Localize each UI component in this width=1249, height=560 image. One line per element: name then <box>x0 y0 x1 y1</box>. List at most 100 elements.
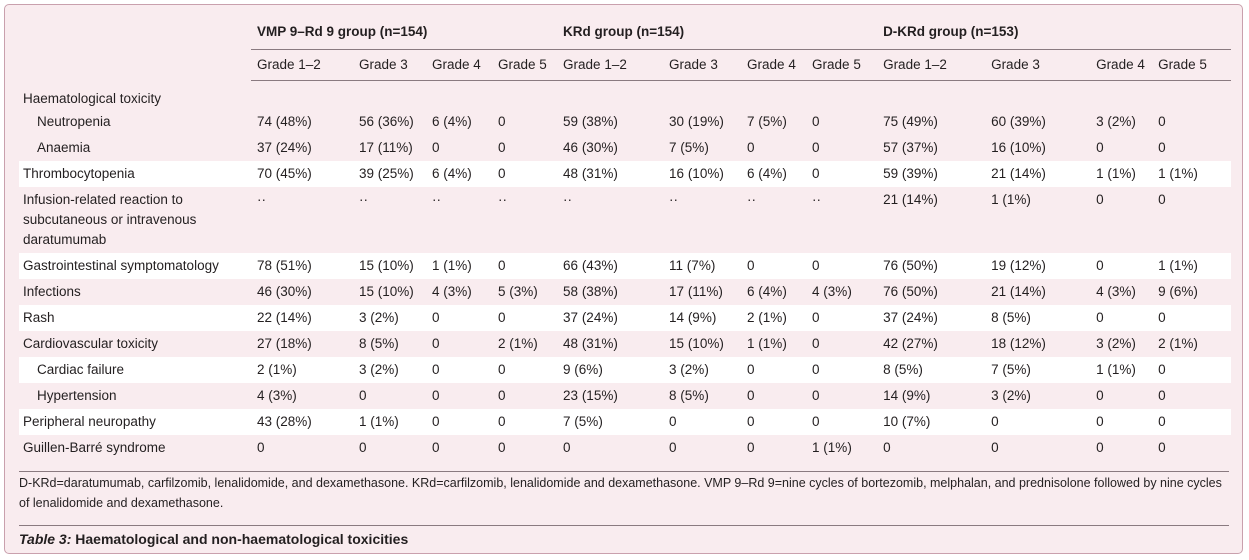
table-cell: 1 (1%) <box>812 440 852 455</box>
grade-header: Grade 4 <box>741 49 807 81</box>
grade-header: Grade 5 <box>492 49 558 81</box>
table-cell: 1 (1%) <box>991 192 1031 207</box>
table-cell: 0 <box>812 388 820 403</box>
table-cell: 0 <box>1090 305 1153 331</box>
table-cell: 0 <box>257 440 265 455</box>
table-cell: 0 <box>432 388 440 403</box>
table-cell: 3 (2%) <box>1096 114 1136 129</box>
grade-header: Grade 1–2 <box>877 49 986 81</box>
table-cell: 78 (51%) <box>251 253 353 279</box>
table-row: Neutropenia 74 (48%) 56 (36%) 6 (4%) 0 59 (38… <box>19 109 1231 135</box>
table-cell: 46 (30%) <box>257 284 312 299</box>
table-cell: ·· <box>563 192 573 207</box>
row-label: Infusion-related reaction to subcutaneou… <box>23 192 197 247</box>
table-cell: 0 <box>806 357 878 383</box>
table-cell: 43 (28%) <box>251 409 353 435</box>
table-cell: 0 <box>1158 114 1166 129</box>
table-cell: 0 <box>492 161 558 187</box>
table-cell: 59 (39%) <box>877 161 986 187</box>
row-label: Cardiovascular toxicity <box>23 336 159 351</box>
table-cell: 0 <box>1158 140 1166 155</box>
table-cell: 17 (11%) <box>359 140 413 155</box>
table-cell: 0 <box>1096 388 1104 403</box>
row-label: Peripheral neuropathy <box>19 409 251 435</box>
table-cell: ·· <box>812 192 822 207</box>
table-cell: 0 <box>669 440 677 455</box>
table-cell: 14 (9%) <box>883 388 931 403</box>
table-cell: 0 <box>1090 409 1153 435</box>
table-cell: 2 (1%) <box>1158 336 1198 351</box>
table-row: Anaemia 37 (24%) 17 (11%) 0 0 46 (30%) 7 (5%) 0… <box>19 135 1231 161</box>
table-cell: 23 (15%) <box>563 388 618 403</box>
table-cell: 57 (37%) <box>883 140 938 155</box>
table-row: Cardiovascular toxicity 27 (18%) 8 (5%) 0 2 … <box>19 331 1231 357</box>
header-empty-cell <box>19 50 251 81</box>
table-cell: 16 (10%) <box>991 140 1046 155</box>
table-cell: 0 <box>492 305 558 331</box>
table-cell: 0 <box>883 440 891 455</box>
table-cell: 1 (1%) <box>353 409 426 435</box>
group-header: KRd group (n=154) <box>557 15 878 50</box>
table-cell: 76 (50%) <box>877 253 986 279</box>
table-cell: 56 (36%) <box>359 114 414 129</box>
table-cell: 1 (1%) <box>1090 357 1153 383</box>
table-cell: ·· <box>747 192 757 207</box>
table-cell: 0 <box>812 336 820 351</box>
table-row: Hypertension 4 (3%) 0 0 0 23 (15%) 8 (5%) 0 0 14 … <box>19 383 1231 409</box>
table-cell: ·· <box>498 192 507 207</box>
table-caption: Table 3: Haematological and non-haematol… <box>19 525 1229 547</box>
table-cell: 0 <box>747 388 755 403</box>
table-cell: 0 <box>1158 192 1166 207</box>
table-cell: 3 (2%) <box>663 357 742 383</box>
table-cell: 0 <box>498 440 506 455</box>
table-cell: 76 (50%) <box>883 284 938 299</box>
table-cell: 1 (1%) <box>1090 161 1153 187</box>
grade-header: Grade 4 <box>426 49 492 81</box>
table-cell: 14 (9%) <box>663 305 742 331</box>
table-cell: 0 <box>1152 409 1232 435</box>
table-cell: 0 <box>812 140 820 155</box>
table-cell: 6 (4%) <box>747 284 787 299</box>
table-cell: 22 (14%) <box>251 305 353 331</box>
table-cell: 59 (38%) <box>563 114 618 129</box>
table-cell: 0 <box>1096 192 1104 207</box>
table-cell: 7 (5%) <box>557 409 664 435</box>
table-cell: 0 <box>426 357 492 383</box>
table-cell: 17 (11%) <box>669 284 723 299</box>
table-cell: 2 (1%) <box>498 336 538 351</box>
table-cell: ·· <box>432 192 441 207</box>
table-cell: 19 (12%) <box>985 253 1091 279</box>
table-cell: 10 (7%) <box>877 409 986 435</box>
row-label: Rash <box>19 305 251 331</box>
row-label: Thrombocytopenia <box>19 161 251 187</box>
table-cell: 0 <box>806 305 878 331</box>
table-cell: 39 (25%) <box>353 161 426 187</box>
table-row: Rash 22 (14%) 3 (2%) 0 0 37 (24%) 14 (9%) 2 (1%… <box>19 305 1232 331</box>
grade-header: Grade 5 <box>806 49 878 81</box>
table-cell: 0 <box>426 409 492 435</box>
grade-header-row: Grade 1–2 Grade 3 Grade 4 Grade 5 Grade … <box>19 49 1232 81</box>
table-cell: 0 <box>432 140 440 155</box>
table-cell: 0 <box>812 114 820 129</box>
table-cell: 0 <box>741 409 807 435</box>
table-cell: 15 (10%) <box>669 336 724 351</box>
table-cell: 58 (38%) <box>563 284 618 299</box>
row-label: Gastrointestinal symptomatology <box>19 253 251 279</box>
table-panel: VMP 9–Rd 9 group (n=154) KRd group (n=15… <box>4 4 1243 554</box>
toxicity-table: VMP 9–Rd 9 group (n=154) KRd group (n=15… <box>19 15 1232 461</box>
table-cell: 8 (5%) <box>359 336 399 351</box>
table-cell: 3 (2%) <box>353 305 426 331</box>
table-cell: 0 <box>432 336 440 351</box>
table-cell: 0 <box>741 357 807 383</box>
table-cell: 0 <box>1152 357 1232 383</box>
table-cell: 9 (6%) <box>1158 284 1198 299</box>
grade-header: Grade 1–2 <box>557 49 664 81</box>
table-cell: 8 (5%) <box>669 388 709 403</box>
table-cell: 66 (43%) <box>557 253 664 279</box>
table-cell: 2 (1%) <box>251 357 353 383</box>
table-cell: 37 (24%) <box>257 140 312 155</box>
table-cell: 21 (14%) <box>991 284 1046 299</box>
row-label: Hypertension <box>37 388 117 403</box>
table-cell: 16 (10%) <box>663 161 742 187</box>
table-cell: 15 (10%) <box>359 284 414 299</box>
